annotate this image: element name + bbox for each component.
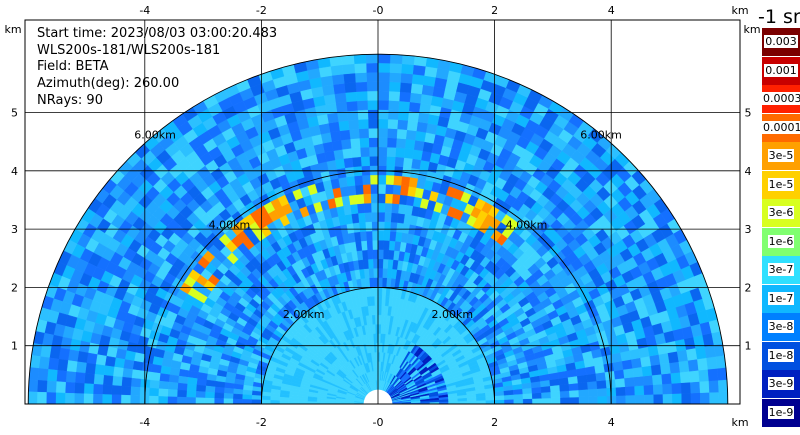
beta-field — [27, 53, 729, 405]
start-time-label: Start time: 2023/08/03 03:00:20.483 — [37, 26, 278, 41]
colorbar-segment: 3e-6 — [762, 199, 800, 227]
colorbar-segment: 1e-5 — [762, 170, 800, 199]
y-tick-label: 2 — [11, 281, 18, 294]
colorbar-label: 1e-8 — [767, 348, 795, 362]
axis-ticks: -4 -4 -2 -2 -0 -0 2 2 4 4 1 1 2 2 3 3 4 4 5 5 km km km km — [4, 4, 760, 429]
colorbar-segment: 3e-9 — [762, 370, 800, 398]
x-unit-label: km — [731, 416, 748, 429]
y-tick-label: 5 — [11, 107, 18, 120]
colorbar-label: 3e-7 — [767, 263, 795, 276]
y-unit-label: km — [4, 23, 21, 36]
colorbar-label: 1e-9 — [767, 405, 795, 419]
y-tick-label: 4 — [745, 165, 752, 178]
y-tick-label: 4 — [11, 165, 18, 178]
colorbar-segment: 0.003 — [762, 28, 800, 56]
range-ring-label: 4.00km — [506, 218, 548, 231]
plot-frame — [24, 19, 741, 405]
x-tick-label: -2 — [256, 4, 267, 17]
range-ring-label: 4.00km — [209, 218, 251, 231]
colorbar-label: 3e-5 — [767, 149, 795, 162]
colorbar-segment: 3e-7 — [762, 256, 800, 284]
y-tick-label: 1 — [11, 340, 18, 353]
y-tick-label: 3 — [11, 223, 18, 236]
colorbar-label: 1e-5 — [767, 177, 795, 191]
colorbar-label: 0.003 — [764, 35, 798, 48]
colorbar-label: 0.0003 — [762, 92, 800, 105]
y-tick-label: 2 — [745, 281, 752, 294]
colorbar-segment: 1e-7 — [762, 284, 800, 313]
colorbar-segment: 0.0001 — [762, 113, 800, 142]
colorbar-segment: 3e-5 — [762, 142, 800, 170]
colorbar-title: -1 sr — [758, 6, 800, 28]
x-tick-label: 4 — [608, 416, 615, 429]
colorbar-label: 0.001 — [764, 63, 798, 77]
nrays-label: NRays: 90 — [37, 93, 103, 108]
colorbar-label: 3e-9 — [767, 377, 795, 390]
y-tick-label: 5 — [745, 107, 752, 120]
x-tick-label: -0 — [373, 416, 384, 429]
y-tick-label: 3 — [745, 223, 752, 236]
range-ring-label: 2.00km — [432, 308, 474, 321]
x-tick-label: 2 — [491, 4, 498, 17]
x-tick-label: 4 — [608, 4, 615, 17]
colorbar-label: 3e-8 — [767, 320, 795, 333]
instrument-label: WLS200s-181/WLS200s-181 — [37, 43, 221, 58]
x-tick-label: -4 — [139, 4, 150, 17]
x-tick-label: -4 — [139, 416, 150, 429]
x-tick-label: -2 — [256, 416, 267, 429]
colorbar-label: 0.0001 — [762, 120, 800, 134]
colorbar-segment: 3e-8 — [762, 313, 800, 341]
colorbar-label: 3e-6 — [767, 206, 795, 219]
colorbar-segment: 1e-6 — [762, 227, 800, 256]
colorbar-label: 1e-7 — [767, 291, 795, 305]
colorbar-label: 1e-6 — [767, 234, 795, 248]
grid-lines — [25, 20, 740, 404]
y-tick-label: 1 — [745, 340, 752, 353]
y-unit-label: km — [743, 23, 760, 36]
colorbar-segment: 1e-8 — [762, 341, 800, 370]
x-tick-label: -0 — [373, 4, 384, 17]
colorbar-segment: 0.001 — [762, 56, 800, 85]
x-unit-label: km — [731, 4, 748, 17]
range-ring-label: 6.00km — [580, 129, 622, 142]
field-label: Field: BETA — [37, 59, 109, 74]
colorbar-segment: 0.0003 — [762, 85, 800, 113]
colorbar-segment: 1e-9 — [762, 398, 800, 427]
x-tick-label: 2 — [491, 416, 498, 429]
range-ring-label: 2.00km — [283, 308, 325, 321]
range-ring-label: 6.00km — [134, 129, 176, 142]
azimuth-label: Azimuth(deg): 260.00 — [37, 76, 180, 91]
